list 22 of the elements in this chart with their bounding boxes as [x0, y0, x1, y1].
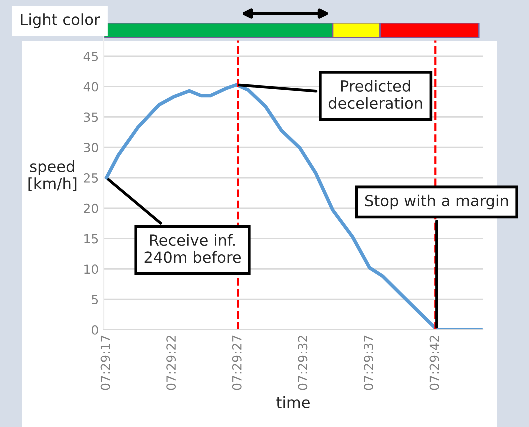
y-tick-label: 35: [84, 112, 98, 122]
x-tick-label: 07:29:37: [364, 336, 374, 390]
y-tick-label: 20: [84, 204, 98, 214]
y-tick-label: 10: [84, 264, 98, 274]
annotation: Predicted deceleration: [328, 80, 422, 110]
x-tick-label: 07:29:32: [298, 336, 308, 390]
text: Light color: [21, 14, 100, 28]
x-tick-label: 07:29:17: [100, 336, 110, 390]
x-tick-label: 07:29:22: [166, 336, 176, 390]
x-tick-label: 07:29:42: [430, 336, 440, 390]
y-tick-label: 15: [84, 234, 98, 244]
y-tick-label: 5: [92, 295, 98, 305]
y-tick-label: 25: [84, 173, 98, 183]
y-axis-title: speed [km/h]: [28, 160, 77, 192]
y-tick-label: 40: [84, 82, 98, 92]
y-tick-label: 30: [84, 143, 98, 153]
annotation: Receive inf. 240m before: [144, 234, 241, 264]
x-tick-label: 07:29:27: [232, 336, 242, 390]
y-tick-label: 0: [92, 325, 98, 335]
y-tick-label: 45: [84, 52, 98, 62]
x-axis-title: time: [276, 396, 310, 408]
annotation: Stop with a margin: [365, 194, 508, 210]
